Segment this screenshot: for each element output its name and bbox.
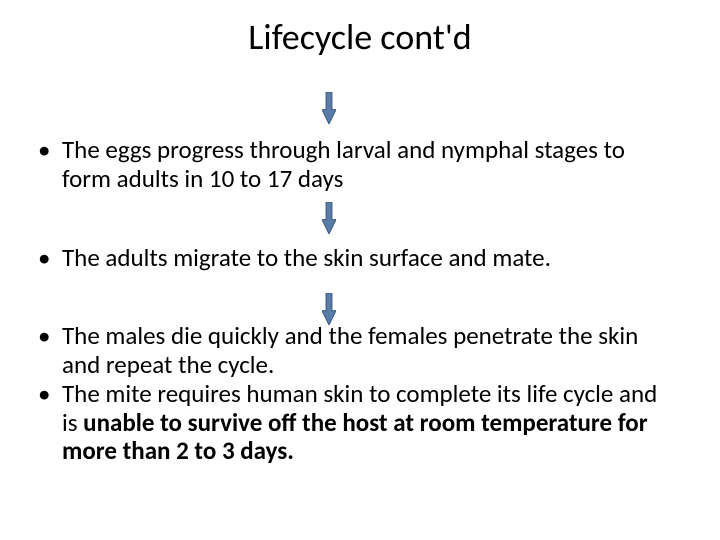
spacer bbox=[34, 272, 674, 322]
down-arrow-icon bbox=[322, 92, 336, 124]
bullet-item: The eggs progress through larval and nym… bbox=[34, 136, 674, 194]
bullet-text: The adults migrate to the skin surface a… bbox=[62, 242, 551, 273]
bullet-item: The mite requires human skin to complete… bbox=[34, 380, 674, 466]
slide-title: Lifecycle cont'd bbox=[0, 18, 720, 58]
bullet-item: The males die quickly and the females pe… bbox=[34, 322, 674, 380]
bullet-text: The males die quickly and the females pe… bbox=[62, 320, 638, 380]
spacer bbox=[34, 194, 674, 244]
down-arrow-icon bbox=[322, 202, 336, 234]
bullet-item: The adults migrate to the skin surface a… bbox=[34, 244, 674, 273]
bullet-list: The eggs progress through larval and nym… bbox=[34, 136, 674, 466]
slide: Lifecycle cont'd The eggs progress throu… bbox=[0, 0, 720, 540]
down-arrow-icon bbox=[322, 293, 336, 325]
bullet-text-bold: unable to survive off the host at room t… bbox=[62, 407, 648, 467]
bullet-text: The eggs progress through larval and nym… bbox=[62, 134, 625, 194]
